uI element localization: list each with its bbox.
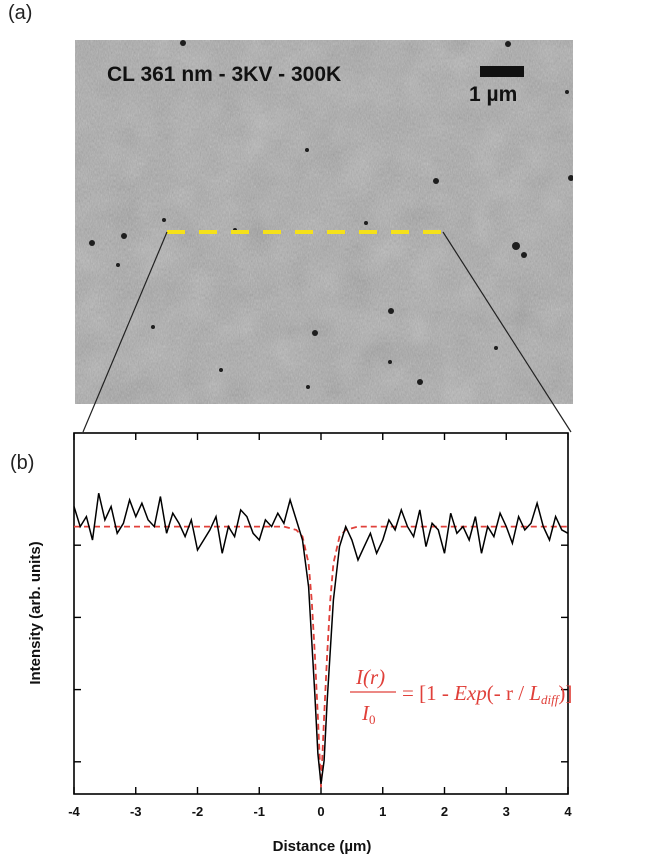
x-tick-label: 2 [441,804,448,819]
x-tick-labels: -4 -3 -2 -1 0 1 2 3 4 [68,804,572,819]
axis-ticks [73,433,569,794]
svg-text:I(r): I(r) [355,665,385,689]
panel-label-b: (b) [10,452,35,474]
x-tick-label: -2 [192,804,204,819]
formula-exp: Exp [453,681,487,705]
image-title: CL 361 nm - 3KV - 300K [107,63,342,86]
x-tick-label: -4 [68,804,80,819]
scale-bar-label: 1 µm [469,83,518,106]
formula-numerator: I(r) [355,665,385,689]
x-tick-label: 3 [503,804,510,819]
scale-bar [480,66,524,77]
data-curve [73,493,569,785]
y-axis-title: Intensity (arb. units) [27,541,44,684]
formula-L-subscript: diff [541,692,561,707]
fit-formula: I(r) I0 = [1 - Exp(- r / Ldiff)] [350,665,572,727]
formula-denominator-subscript: 0 [369,712,376,727]
svg-text:= [1 - Exp(- r / Ldiff)]: = [1 - Exp(- r / Ldiff)] [402,681,572,707]
fit-curve [74,525,568,788]
formula-rhs-end: )] [558,681,572,705]
x-tick-label: -3 [130,804,142,819]
svg-text:I0: I0 [361,701,376,727]
plot-frame [73,432,569,795]
x-tick-label: 4 [564,804,572,819]
x-axis-title: Distance (µm) [273,838,372,855]
formula-rhs-start: = [1 - [402,681,454,705]
formula-denominator: I [361,701,370,725]
formula-L: L [528,681,541,705]
panel-label-a: (a) [8,2,33,24]
x-tick-label: 0 [317,804,324,819]
x-tick-label: 1 [379,804,386,819]
formula-rhs-mid: (- r / [487,681,530,705]
x-tick-label: -1 [253,804,265,819]
